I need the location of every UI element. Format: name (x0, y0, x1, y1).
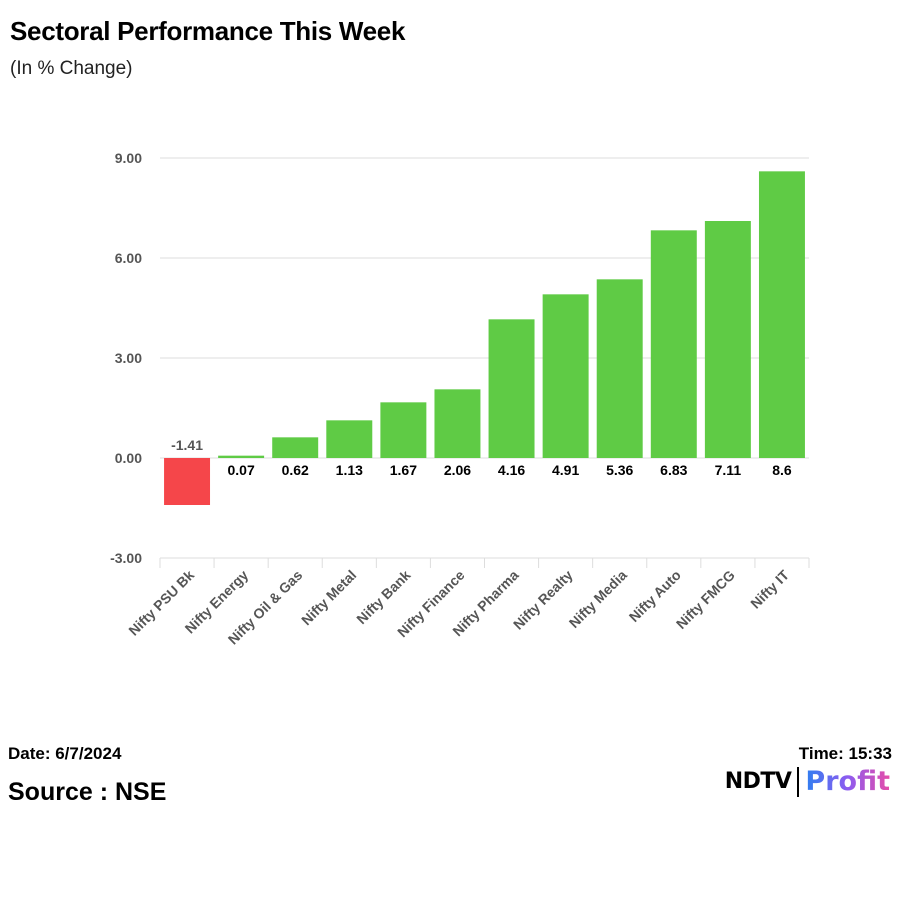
source-label: Source : NSE (8, 778, 167, 806)
x-category-label: Nifty IT (747, 566, 792, 611)
data-label: -1.41 (171, 437, 203, 453)
data-label: 5.36 (606, 462, 633, 478)
bar (272, 437, 319, 458)
data-label: 7.11 (715, 462, 742, 478)
bar (488, 319, 535, 458)
data-label: 8.6 (772, 462, 792, 478)
bar (326, 420, 373, 458)
x-category-label: Nifty Media (566, 567, 630, 631)
bar (596, 279, 643, 458)
bar (704, 221, 751, 458)
bar (380, 402, 427, 458)
date-label: Date: 6/7/2024 (8, 744, 122, 763)
data-label: 6.83 (660, 462, 687, 478)
data-label: 0.07 (228, 462, 255, 478)
data-label: 2.06 (444, 462, 471, 478)
x-category-label: Nifty Auto (626, 567, 684, 625)
chart-subtitle: (In % Change) (10, 58, 133, 79)
data-label: 4.91 (552, 462, 579, 478)
bar (434, 389, 481, 458)
y-tick-label: 9.00 (115, 150, 142, 166)
logo-ndtv-text: NDTV (724, 769, 792, 794)
data-label: 4.16 (498, 462, 525, 478)
y-tick-label: 6.00 (115, 250, 142, 266)
x-category-label: Nifty FMCG (673, 567, 738, 632)
logo-separator (797, 766, 800, 797)
time-label: Time: 15:33 (798, 744, 892, 763)
data-label: 1.67 (390, 462, 417, 478)
chart-title: Sectoral Performance This Week (10, 16, 406, 46)
ndtv-profit-logo: NDTV Profit (725, 766, 890, 797)
y-tick-label: 0.00 (115, 450, 142, 466)
bar (542, 294, 589, 458)
bar (164, 458, 211, 505)
data-label: 1.13 (336, 462, 363, 478)
data-label: 0.62 (282, 462, 309, 478)
bar (758, 171, 805, 459)
bar (218, 455, 265, 458)
y-tick-label: 3.00 (115, 350, 142, 366)
bar (650, 230, 697, 458)
logo-profit-text: Profit (805, 766, 890, 797)
y-tick-label: -3.00 (110, 550, 142, 566)
x-category-label: Nifty Metal (298, 567, 359, 628)
